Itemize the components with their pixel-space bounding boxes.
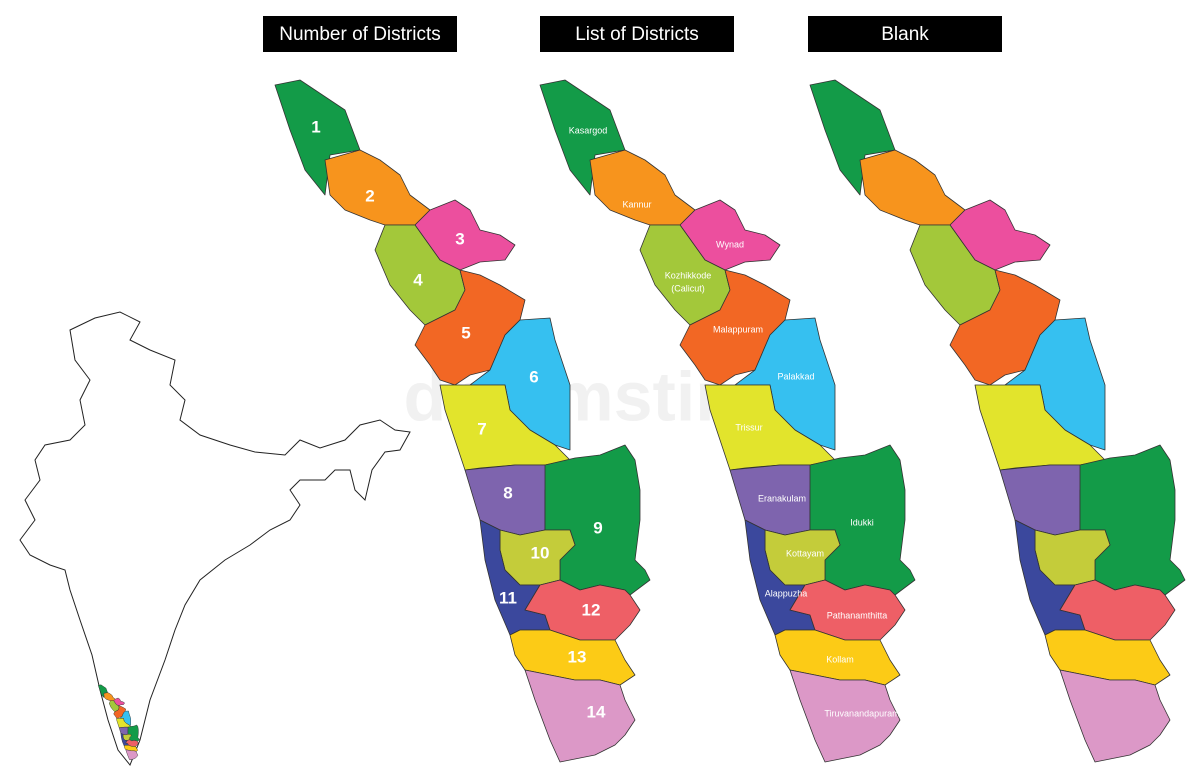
district-number: 4	[413, 270, 423, 289]
district-name: Kottayam	[786, 548, 824, 558]
header-title: Number of Districts	[279, 24, 441, 45]
district-number: 10	[531, 543, 550, 562]
district	[859, 149, 966, 226]
district-number: 14	[587, 702, 606, 721]
district	[125, 739, 139, 747]
district	[589, 149, 696, 226]
map-blank	[809, 79, 1186, 763]
district-number: 8	[503, 483, 512, 502]
district	[789, 669, 901, 763]
header-title: Blank	[881, 24, 929, 45]
district-name: Malappuram	[713, 324, 763, 334]
kerala-mini	[98, 684, 140, 761]
district-number: 2	[365, 186, 374, 205]
district-name: Alappuzha	[765, 588, 808, 598]
district-number: 11	[499, 588, 517, 607]
district-number: 9	[593, 518, 602, 537]
district-name: Kollam	[826, 654, 854, 664]
header-box	[263, 16, 457, 52]
district	[125, 749, 139, 761]
district-name: Pathanamthitta	[827, 610, 888, 620]
district-name: (Calicut)	[671, 283, 705, 293]
district-name: Kozhikkode	[665, 270, 712, 280]
district	[809, 79, 896, 196]
district	[1079, 444, 1186, 596]
district	[524, 669, 636, 763]
india-outline	[19, 311, 411, 766]
district-name: Idukki	[850, 517, 874, 527]
district	[274, 79, 361, 196]
district	[524, 579, 641, 641]
district	[324, 149, 431, 226]
header-box	[808, 16, 1002, 52]
district-name: Wynad	[716, 239, 744, 249]
header-box	[540, 16, 734, 52]
district-name: Palakkad	[777, 371, 814, 381]
district-number: 6	[529, 367, 538, 386]
map-named	[539, 79, 916, 763]
district	[539, 79, 626, 196]
district-name: Tiruvanandapuram	[824, 708, 899, 718]
map-numbered	[274, 79, 651, 763]
district-number: 3	[455, 229, 464, 248]
district	[789, 579, 906, 641]
district-name: Eranakulam	[758, 493, 806, 503]
district-name: Kasargod	[569, 125, 608, 135]
district-number: 12	[582, 600, 601, 619]
district-number: 13	[568, 647, 587, 666]
district	[1059, 579, 1176, 641]
header-title: List of Districts	[575, 24, 699, 45]
district-number: 1	[311, 117, 320, 136]
district-name: Kannur	[622, 199, 651, 209]
district	[1059, 669, 1171, 763]
district	[103, 692, 116, 701]
district-number: 7	[477, 419, 486, 438]
district-name: Trissur	[735, 422, 762, 432]
district-number: 5	[461, 323, 470, 342]
